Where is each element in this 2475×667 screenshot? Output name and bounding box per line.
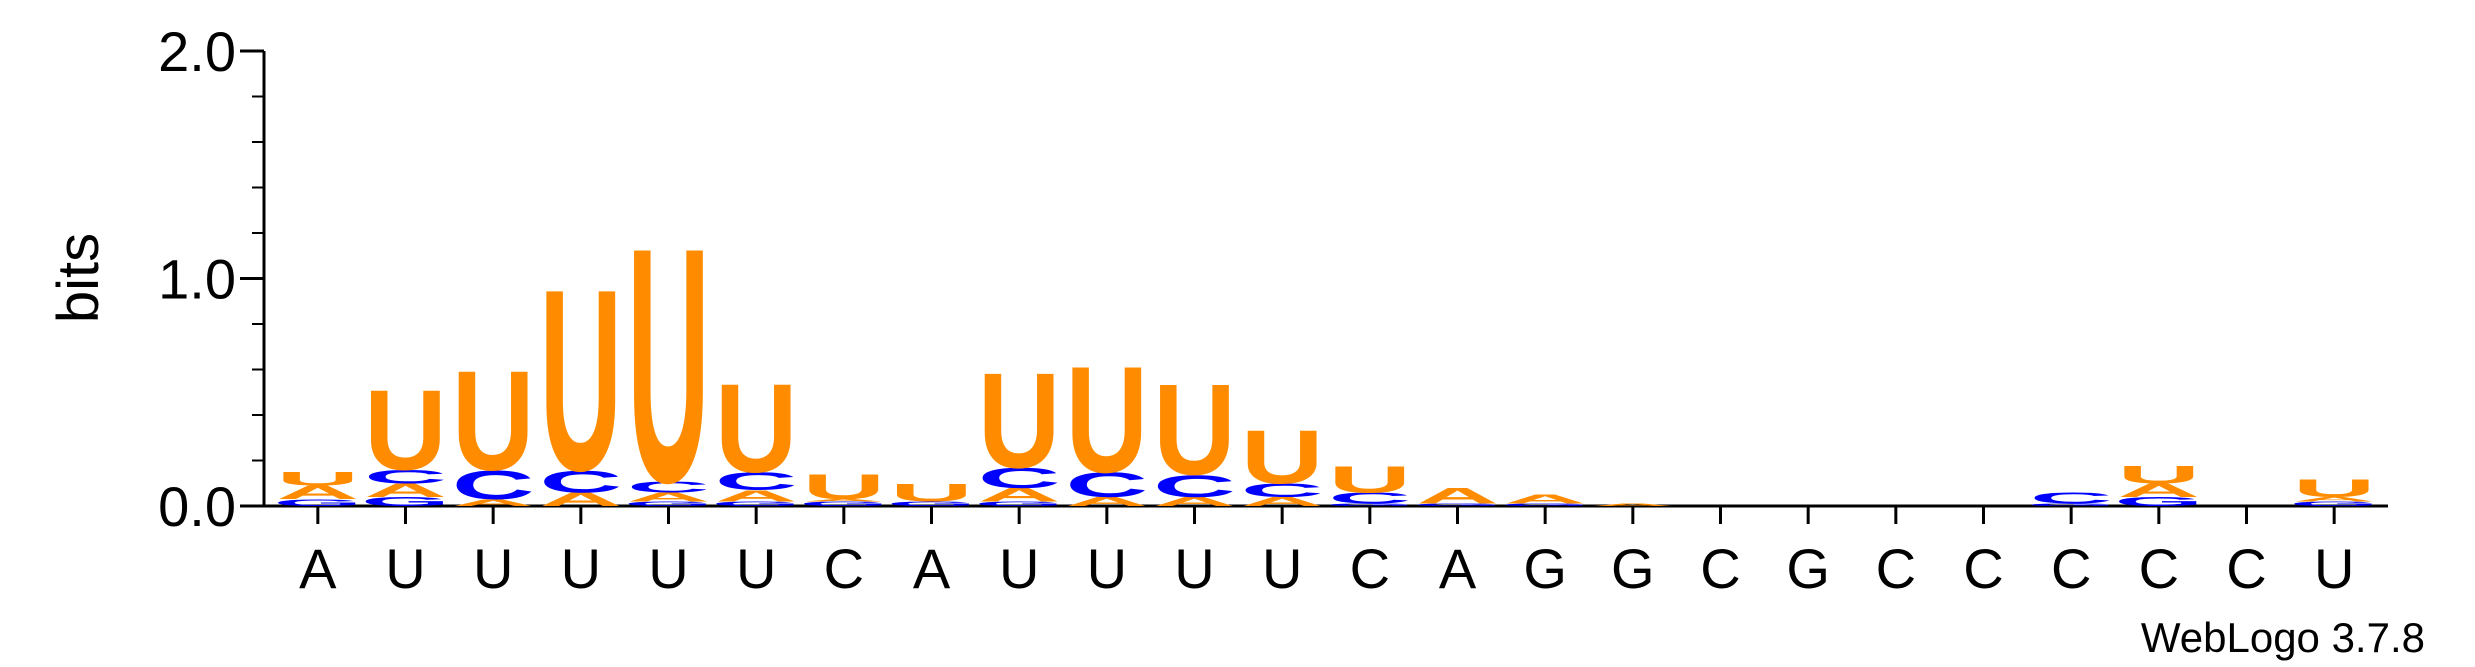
logo-glyph-C: C [540, 464, 623, 499]
y-tick-label: 2.0 [158, 20, 236, 83]
logo-glyph-U: U [1066, 335, 1149, 504]
x-tick-label: U [1174, 537, 1214, 600]
x-tick-label: C [2139, 537, 2179, 600]
x-tick-label: A [299, 537, 337, 600]
y-axis: 0.0 1.0 2.0 bits [46, 20, 266, 538]
logo-glyph-G: G [1325, 503, 1414, 507]
x-tick-label: C [2226, 537, 2266, 600]
logo-glyph-C: C [1153, 468, 1236, 503]
logo-glyph-G: G [799, 500, 888, 507]
y-ticks: 0.0 1.0 2.0 [158, 20, 264, 538]
logo-glyph-A: A [1153, 495, 1236, 509]
x-tick-label: U [1087, 537, 1127, 600]
logo-glyph-U: U [452, 342, 535, 501]
logo-glyph-C: C [452, 462, 535, 508]
x-tick-label: U [561, 537, 601, 600]
logo-glyph-A: A [978, 485, 1061, 506]
logo-glyph-A: A [1066, 495, 1149, 509]
x-tick-label: G [1523, 537, 1567, 600]
x-tick-label: U [2314, 537, 2354, 600]
x-tick-label: C [1350, 537, 1390, 600]
x-tick-label: C [1963, 537, 2003, 600]
logo-glyph-A: A [715, 487, 798, 505]
logo-glyph-G: G [712, 500, 801, 507]
logo-glyph-G: G [2027, 503, 2116, 507]
logo-glyph-U: U [277, 469, 360, 490]
x-tick-label: U [648, 537, 688, 600]
x-tick-label: C [824, 537, 864, 600]
x-tick-label: U [736, 537, 776, 600]
x-tick-label: U [473, 537, 513, 600]
logo-glyph-A: A [803, 499, 886, 503]
x-tick-label: C [1700, 537, 1740, 600]
logo-glyph-A: A [1504, 492, 1587, 506]
logo-glyph-A: A [2293, 496, 2376, 503]
logo-glyph-U: U [802, 468, 885, 507]
logo-glyph-U: U [978, 344, 1061, 497]
logo-glyph-U: U [364, 368, 447, 495]
x-tick-label: U [999, 537, 1039, 600]
logo-glyph-G: G [1501, 503, 1590, 507]
logo-glyph-C: C [978, 462, 1061, 494]
logo-glyph-C: C [627, 478, 710, 496]
x-tick-label: G [1611, 537, 1655, 600]
logo-glyph-A: A [1416, 484, 1499, 509]
logo-glyph-C: C [1065, 465, 1148, 504]
y-axis-label: bits [46, 233, 111, 323]
logo-glyph-A: A [1592, 503, 1675, 507]
logo-glyph-G: G [361, 495, 450, 509]
logo-glyph-G: G [975, 500, 1064, 507]
logo-glyph-U: U [1329, 459, 1412, 501]
x-tick-label: A [913, 537, 951, 600]
logo-glyph-U: U [2118, 460, 2201, 488]
logo-glyph-U: U [715, 358, 798, 500]
x-tick-label: C [1876, 537, 1916, 600]
logo-glyph-C: C [1241, 480, 1324, 501]
x-tick-label: C [2051, 537, 2091, 600]
x-tick-label: U [385, 537, 425, 600]
x-tick-label: A [1439, 537, 1477, 600]
logo-glyph-U: U [2293, 474, 2376, 502]
logo-glyph-A: A [2118, 480, 2201, 501]
logo-glyph-G: G [1413, 503, 1502, 507]
logo-glyph-U: U [1241, 415, 1324, 500]
logo-glyph-U: U [890, 479, 973, 507]
logo-glyph-A: A [540, 489, 623, 510]
weblogo-version-label: WebLogo 3.7.8 [2141, 614, 2425, 661]
x-tick-label: G [1786, 537, 1830, 600]
logo-glyph-G: G [2114, 495, 2203, 509]
logo-glyph-C: C [1329, 490, 1412, 508]
logo-glyph-A: A [452, 497, 535, 508]
logo-glyph-G: G [624, 500, 713, 507]
logo-glyph-A: A [627, 490, 710, 504]
logo-glyph-C: C [2030, 490, 2113, 508]
logo-glyph-C: C [715, 467, 798, 495]
logo-glyph-A: A [1241, 495, 1324, 509]
logo-glyph-U: U [1153, 357, 1236, 502]
logo-glyph-A: A [277, 482, 360, 503]
logo-glyph-U: U [627, 179, 710, 554]
logo-glyph-C: C [364, 466, 447, 487]
y-tick-label: 0.0 [158, 475, 236, 538]
logo-glyph-U: U [540, 237, 623, 525]
logo-glyph-G: G [273, 497, 362, 508]
logo-glyph-G: G [2290, 500, 2379, 507]
logo-glyph-G: G [887, 500, 976, 507]
logo-glyph-A: A [364, 480, 447, 501]
y-tick-label: 1.0 [158, 248, 236, 311]
x-tick-label: U [1262, 537, 1302, 600]
